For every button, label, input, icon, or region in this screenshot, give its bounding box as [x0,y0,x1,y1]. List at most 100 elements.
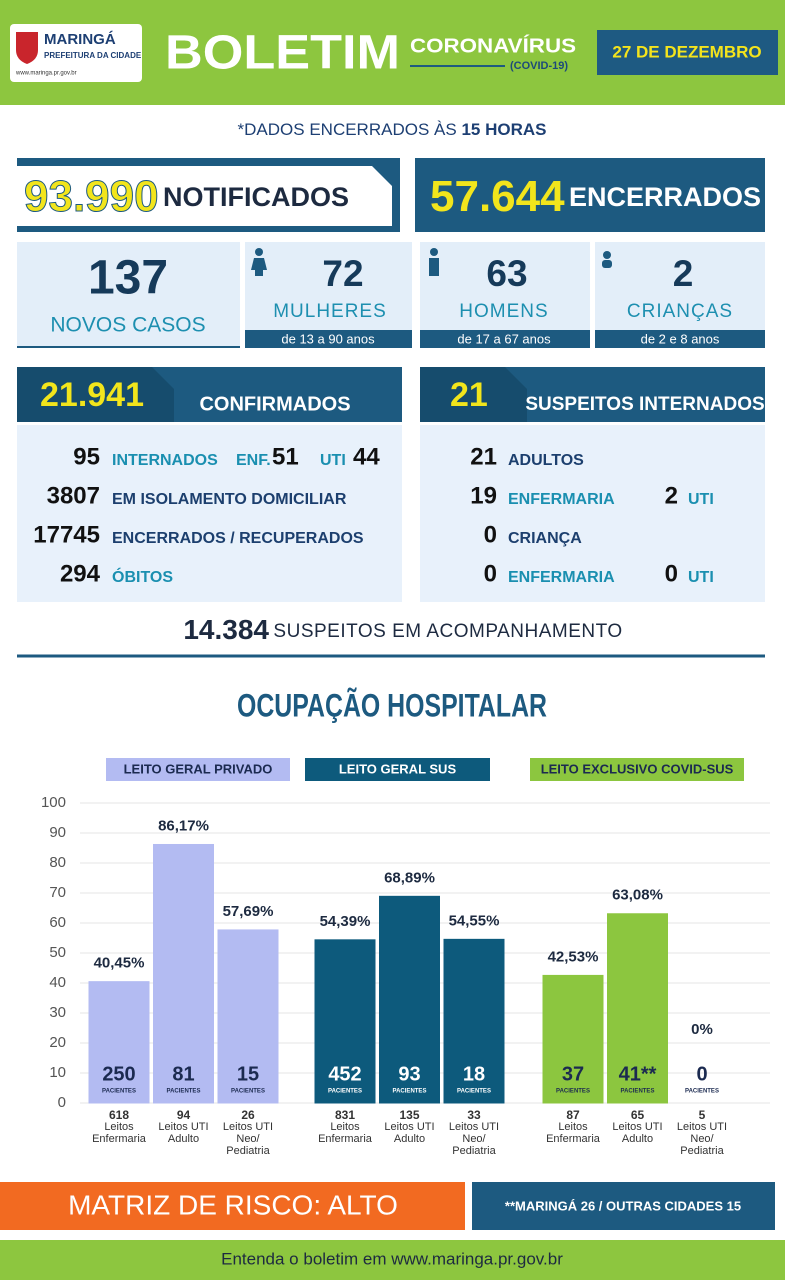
patients: 41** [619,1063,657,1085]
category-label: Leitos UTI Neo/ Pediatria [222,1121,274,1157]
row-value: 294 [60,560,101,587]
beds: 135 [399,1108,419,1122]
y-tick-label: 40 [49,974,66,991]
row-sub-label: ENF. [236,452,271,469]
category-label: Leitos Enfermaria [546,1121,600,1145]
patients-label: PACIENTES [167,1089,201,1095]
icons [251,248,612,276]
confirmed-value: 21.941 [40,376,144,414]
patients: 37 [562,1063,584,1085]
patients: 452 [328,1063,361,1085]
group-value: 72 [322,253,363,294]
icon-woman [251,258,267,276]
new-cases-label: NOVOS CASOS [50,314,205,337]
total-notified: 93.990 NOTIFICADOS [24,172,349,221]
row-sub-value: 2 [665,482,678,509]
patients-label: PACIENTES [621,1089,655,1095]
row-label: ENFERMARIA [508,491,615,508]
topic-subtitle: (COVID-19) [510,60,568,72]
footer-link: Entenda o boletim em www.maringa.pr.gov.… [221,1249,563,1268]
icon-woman [255,248,263,256]
risk-box [0,1182,465,1230]
confirmed-list: 95 INTERNADOS ENF. 51 UTI 44 3807 EM ISO… [33,443,380,587]
group-value: 2 [673,253,694,294]
bar [153,843,214,1104]
row-sub-value: 44 [353,443,380,470]
total-box [415,158,765,232]
row-label: INTERNADOS [112,452,218,469]
category-box: Leitos UTI Adulto [612,1121,662,1145]
row-value: 95 [73,443,100,470]
row-value: 3807 [47,482,100,509]
value-label: 40,45% [94,955,145,972]
patients: 81 [172,1063,194,1085]
category-label: Leitos Enfermaria [318,1121,372,1145]
category-box: Leitos UTI Neo/ Pediatria [449,1121,499,1157]
group-label: MULHERES [273,301,387,322]
group-value: 63 [486,253,527,294]
monitoring-label: SUSPEITOS EM ACOMPANHAMENTO [273,621,622,642]
category-box: Leitos UTI Adulto [384,1121,434,1145]
icon-child [602,260,612,268]
category-box: Leitos UTI Neo/ Pediatria [676,1121,728,1157]
y-tick-label: 70 [49,884,66,901]
age-bar [420,330,590,348]
row-label: ENCERRADOS / RECUPERADOS [112,530,364,547]
beds: 618 [109,1108,129,1122]
total-value: 93.990 [24,172,159,221]
panel-title: LEITO GERAL PRIVADO [124,761,273,776]
bulletin-title: BOLETIM [165,27,400,80]
patients: 18 [463,1063,485,1085]
row-value: 17745 [33,521,100,548]
age-bar [245,330,412,348]
bar [217,929,279,1104]
category-box: Leitos Enfermaria [92,1121,146,1145]
patients-label: PACIENTES [393,1089,427,1095]
total-value: 57.644 [430,172,565,221]
logo-box [10,24,142,82]
patients-label: PACIENTES [457,1089,491,1095]
patients-label: PACIENTES [231,1089,265,1095]
value-label: 54,55% [449,912,500,929]
new-cases-box [17,242,240,348]
origin-note: **MARINGÁ 26 / OUTRAS CIDADES 15 [505,1198,741,1213]
category-box: Leitos UTI Neo/ Pediatria [222,1121,274,1157]
value-label: 63,08% [612,887,663,904]
panel-title: LEITO EXCLUSIVO COVID-SUS [541,761,734,776]
patients-label: PACIENTES [685,1089,719,1095]
y-tick-label: 60 [49,914,66,931]
y-tick-label: 90 [49,824,66,841]
bar [542,974,604,1104]
total-label: NOTIFICADOS [163,182,349,212]
category-label: Leitos Enfermaria [92,1121,146,1145]
y-tick-label: 30 [49,1004,66,1021]
group-ages: de 2 e 8 anos [641,331,720,346]
panel-title: LEITO GERAL SUS [339,761,457,776]
new-cases-value: 137 [88,252,168,305]
confirmed-header-accent [17,367,174,422]
bar [88,981,150,1104]
group-label: CRIANÇAS [627,301,733,322]
suspects-rows [420,425,765,602]
panel-header [106,758,290,781]
row-sub-value: 51 [272,443,299,470]
cutoff-time: 15 HORAS [461,120,546,139]
confirmed-rows [17,425,402,602]
patients-label: PACIENTES [556,1089,590,1095]
panel-header [530,758,744,781]
group-ages: de 17 a 67 anos [457,331,551,346]
value-label: 54,39% [320,913,371,930]
suspects-value: 21 [450,376,488,414]
category-label: Leitos UTI Neo/ Pediatria [676,1121,728,1157]
value-label: 57,69% [223,903,274,920]
beds: 87 [566,1108,580,1122]
chart-title: OCUPAÇÃO HOSPITALAR [237,687,547,723]
patients: 0 [696,1063,707,1085]
risk: MATRIZ DE RISCO: ALTO [68,1189,398,1220]
row-value: 0 [484,560,497,587]
beds: 65 [631,1108,645,1122]
age-bar [595,330,765,348]
origin-box [472,1182,775,1230]
